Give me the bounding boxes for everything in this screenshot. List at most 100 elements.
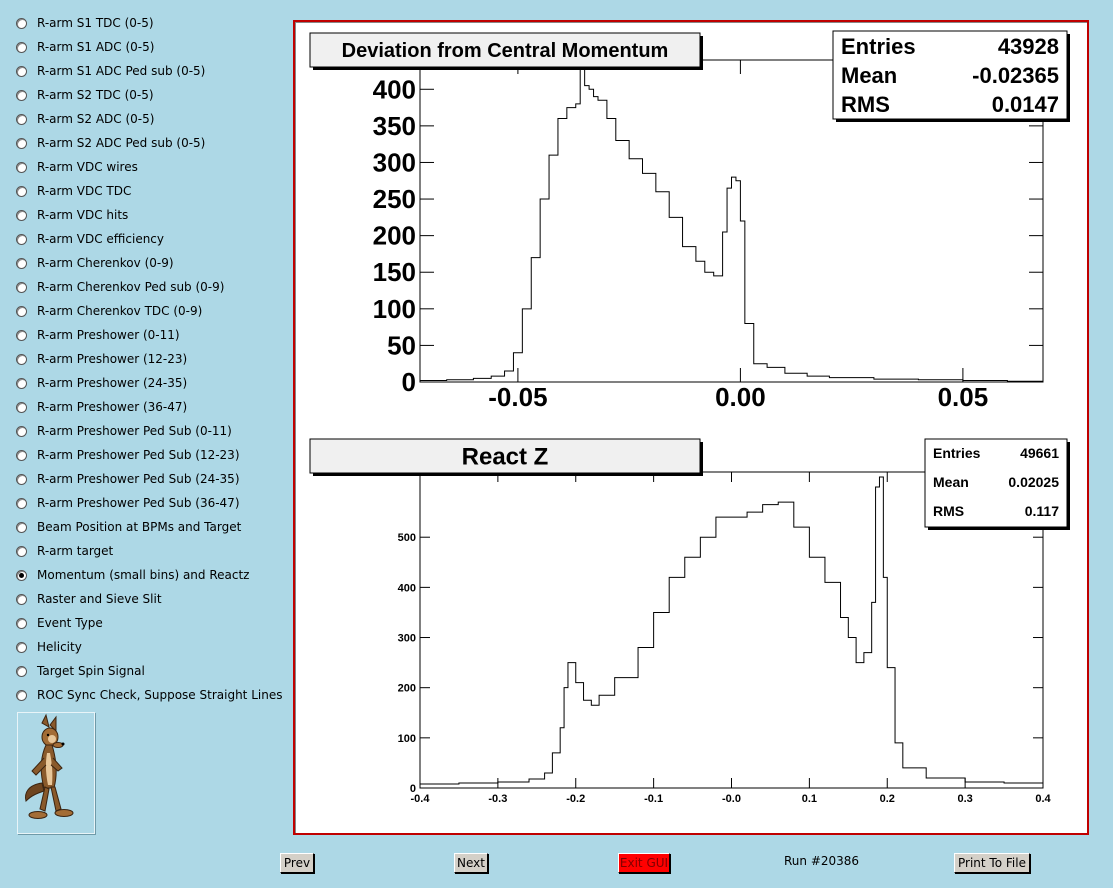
menu-item-0[interactable]: R-arm S1 TDC (0-5) [16,12,154,34]
menu-item-label: R-arm Cherenkov TDC (0-9) [37,304,203,318]
menu-item-20[interactable]: R-arm Preshower Ped Sub (36-47) [16,492,240,514]
menu-item-label: R-arm S1 ADC (0-5) [37,40,155,54]
radio-button[interactable] [16,353,27,365]
radio-button[interactable] [16,665,27,677]
menu-item-22[interactable]: R-arm target [16,540,113,562]
radio-button[interactable] [16,65,27,77]
exit-gui-button[interactable]: Exit GUI [618,853,670,873]
x-tick-label: -0.0 [722,793,741,805]
y-tick-label: 50 [387,330,416,360]
menu-item-13[interactable]: R-arm Preshower (0-11) [16,324,180,346]
y-tick-label: 400 [373,74,416,104]
run-number: Run #20386 [784,854,860,868]
radio-button[interactable] [16,233,27,245]
radio-button[interactable] [16,521,27,533]
menu-item-label: ROC Sync Check, Suppose Straight Lines [37,688,283,702]
y-tick-label: 0 [410,783,416,795]
radio-button[interactable] [16,185,27,197]
print-to-file-button[interactable]: Print To File [954,853,1030,873]
menu-item-4[interactable]: R-arm S2 ADC (0-5) [16,108,154,130]
stats-label: Mean [841,63,897,88]
menu-item-15[interactable]: R-arm Preshower (24-35) [16,372,187,394]
menu-item-5[interactable]: R-arm S2 ADC Ped sub (0-5) [16,132,205,154]
y-tick-label: 250 [373,184,416,214]
menu-item-label: R-arm S1 ADC Ped sub (0-5) [37,64,206,78]
radio-button[interactable] [16,257,27,269]
radio-button[interactable] [16,329,27,341]
menu-item-16[interactable]: R-arm Preshower (36-47) [16,396,187,418]
menu-item-23[interactable]: Momentum (small bins) and Reactz [16,564,249,586]
menu-item-12[interactable]: R-arm Cherenkov TDC (0-9) [16,300,202,322]
y-tick-label: 200 [373,221,416,251]
menu-item-9[interactable]: R-arm VDC efficiency [16,228,164,250]
radio-button[interactable] [16,113,27,125]
radio-button[interactable] [16,641,27,653]
radio-button[interactable] [16,209,27,221]
radio-button[interactable] [16,593,27,605]
title-box [309,32,701,68]
menu-item-3[interactable]: R-arm S2 TDC (0-5) [16,84,154,106]
radio-button[interactable] [16,473,27,485]
radio-button[interactable] [16,425,27,437]
menu-item-label: R-arm Preshower Ped Sub (24-35) [37,472,240,486]
stats-box [924,438,1068,528]
menu-item-27[interactable]: Target Spin Signal [16,660,145,682]
radio-button[interactable] [16,401,27,413]
menu-item-label: Helicity [37,640,82,654]
menu-item-2[interactable]: R-arm S1 ADC Ped sub (0-5) [16,60,205,82]
menu-item-19[interactable]: R-arm Preshower Ped Sub (24-35) [16,468,240,490]
histogram-menu: R-arm S1 TDC (0-5) R-arm S1 ADC (0-5) R-ar… [0,0,290,888]
x-tick-label: -0.3 [488,793,507,805]
radio-button[interactable] [16,305,27,317]
plot-frame [419,59,1044,383]
menu-item-label: Raster and Sieve Slit [37,592,162,606]
radio-button[interactable] [16,569,27,581]
radio-button[interactable] [16,137,27,149]
menu-item-label: R-arm Preshower (24-35) [37,376,188,390]
radio-button[interactable] [16,689,27,701]
menu-item-11[interactable]: R-arm Cherenkov Ped sub (0-9) [16,276,224,298]
radio-button[interactable] [16,377,27,389]
menu-item-7[interactable]: R-arm VDC TDC [16,180,131,202]
x-tick-label: 0.00 [715,382,766,412]
menu-item-28[interactable]: ROC Sync Check, Suppose Straight Lines [16,684,282,706]
menu-item-label: R-arm S2 ADC Ped sub (0-5) [37,136,206,150]
next-button[interactable]: Next [454,853,488,873]
menu-item-1[interactable]: R-arm S1 ADC (0-5) [16,36,154,58]
plot-canvas[interactable] [293,20,1089,835]
menu-item-21[interactable]: Beam Position at BPMs and Target [16,516,241,538]
menu-item-24[interactable]: Raster and Sieve Slit [16,588,162,610]
menu-item-10[interactable]: R-arm Cherenkov (0-9) [16,252,174,274]
menu-item-17[interactable]: R-arm Preshower Ped Sub (0-11) [16,420,232,442]
radio-button[interactable] [16,17,27,29]
menu-item-label: R-arm VDC TDC [37,184,132,198]
menu-item-25[interactable]: Event Type [16,612,103,634]
stats-value: 43928 [998,34,1059,59]
menu-item-label: R-arm Cherenkov (0-9) [37,256,174,270]
radio-button[interactable] [16,161,27,173]
y-tick-label: 350 [373,111,416,141]
radio-button[interactable] [16,617,27,629]
radio-button[interactable] [16,281,27,293]
menu-item-26[interactable]: Helicity [16,636,82,658]
radio-button[interactable] [16,497,27,509]
prev-button[interactable]: Prev [280,853,314,873]
menu-item-8[interactable]: R-arm VDC hits [16,204,128,226]
menu-item-label: Event Type [37,616,103,630]
menu-item-label: R-arm Cherenkov Ped sub (0-9) [37,280,225,294]
y-tick-label: 150 [373,257,416,287]
x-tick-label: -0.2 [566,793,585,805]
y-tick-label: 100 [398,733,416,745]
menu-item-label: R-arm Preshower Ped Sub (36-47) [37,496,240,510]
radio-button[interactable] [16,449,27,461]
radio-button[interactable] [16,545,27,557]
menu-item-6[interactable]: R-arm VDC wires [16,156,138,178]
menu-item-18[interactable]: R-arm Preshower Ped Sub (12-23) [16,444,240,466]
menu-item-14[interactable]: R-arm Preshower (12-23) [16,348,187,370]
radio-button[interactable] [16,41,27,53]
radio-button[interactable] [16,89,27,101]
wile-e-coyote-logo [17,712,95,834]
histogram-line [420,476,1044,785]
menu-item-label: R-arm target [37,544,114,558]
